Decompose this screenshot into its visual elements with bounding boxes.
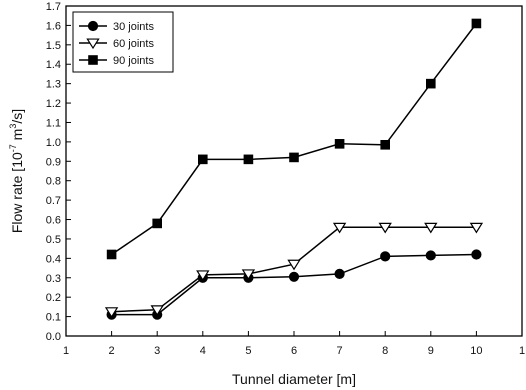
y-tick-label: 0.7 xyxy=(46,195,61,207)
y-tick-label: 1.1 xyxy=(46,117,61,129)
data-point-60-joints xyxy=(241,269,256,281)
y-tick-label: 1.0 xyxy=(46,137,61,149)
legend-label-90-joints: 90 joints xyxy=(113,55,154,67)
y-axis-title-part-3: /s] xyxy=(9,109,25,124)
data-point-60-joints xyxy=(378,222,392,234)
y-axis-title-exponent-1: -7 xyxy=(8,144,18,152)
x-tick-label: 8 xyxy=(382,345,388,357)
legend-marker-30-joints xyxy=(87,20,99,32)
data-point-90-joints xyxy=(152,218,162,229)
legend-marker-60-joints xyxy=(86,38,100,50)
data-point-30-joints xyxy=(334,268,345,279)
x-tick-label: 5 xyxy=(245,345,251,357)
x-tick-label: 3 xyxy=(154,345,160,357)
y-tick-label: 1.4 xyxy=(46,59,61,71)
y-tick-label: 0.9 xyxy=(46,156,61,168)
y-tick-label: 0.2 xyxy=(46,292,61,304)
y-axis-title-part-2: m xyxy=(9,129,25,145)
series-60-joints xyxy=(104,222,484,318)
y-axis-title-exponent-2: 3 xyxy=(8,124,18,129)
data-point-30-joints xyxy=(471,249,482,260)
data-point-60-joints xyxy=(332,222,347,234)
data-point-90-joints xyxy=(106,249,117,260)
y-tick-label: 0.5 xyxy=(46,234,61,246)
data-point-90-joints xyxy=(198,154,208,165)
x-tick-label: 2 xyxy=(109,345,115,357)
data-point-60-joints xyxy=(196,270,210,282)
y-tick-label: 1.6 xyxy=(46,20,61,32)
y-tick-label: 1.3 xyxy=(46,79,61,91)
data-point-30-joints xyxy=(425,250,436,261)
data-point-90-joints xyxy=(289,152,299,163)
legend: 30 joints 60 joints 90 joints xyxy=(72,11,174,73)
plot-frame xyxy=(65,5,523,337)
data-point-90-joints xyxy=(243,154,254,165)
y-tick-label: 0.1 xyxy=(46,312,61,324)
legend-marker-90-joints xyxy=(88,55,98,65)
y-tick-label: 1.7 xyxy=(46,1,61,13)
y-tick-label: 0.6 xyxy=(46,215,61,227)
data-point-90-joints xyxy=(334,139,345,149)
x-tick-label: 7 xyxy=(337,345,343,357)
x-tick-label: 1 xyxy=(519,345,525,357)
x-tick-label: 4 xyxy=(200,345,206,357)
y-tick-label: 1.2 xyxy=(46,98,61,110)
x-tick-label: 1 xyxy=(63,345,69,357)
y-tick-label: 1.5 xyxy=(46,40,61,52)
x-tick-label: 10 xyxy=(470,345,482,357)
x-tick-label: 6 xyxy=(291,345,297,357)
data-point-60-joints xyxy=(469,222,484,234)
legend-label-30-joints: 30 joints xyxy=(113,21,154,33)
x-tick-label: 9 xyxy=(428,345,434,357)
data-point-60-joints xyxy=(424,222,438,234)
data-point-30-joints xyxy=(288,271,300,282)
series-layer xyxy=(104,18,484,320)
series-90-joints xyxy=(106,18,482,260)
y-axis-title: Flow rate [10-7 m3/s] xyxy=(8,109,25,233)
y-tick-label: 0.8 xyxy=(46,176,61,188)
data-point-60-joints xyxy=(104,307,119,318)
data-point-90-joints xyxy=(426,78,436,89)
legend-label-60-joints: 60 joints xyxy=(113,38,154,50)
data-point-90-joints xyxy=(471,18,482,29)
ticks-layer: 0.0 0.1 0.2 0.3 0.4 0.5 0.6 0.7 0.8 0.9 1.0 1.1 1.2 1… xyxy=(46,1,525,357)
y-tick-label: 0.3 xyxy=(46,273,61,285)
y-tick-label: 0.4 xyxy=(46,253,61,265)
data-point-60-joints xyxy=(287,259,301,271)
y-tick-label: 0.0 xyxy=(46,331,61,343)
data-point-30-joints xyxy=(380,251,391,262)
y-axis-title-part-1: Flow rate [10 xyxy=(9,152,25,233)
data-point-90-joints xyxy=(380,139,390,150)
x-axis-title: Tunnel diameter [m] xyxy=(232,371,356,387)
data-point-60-joints xyxy=(150,305,164,316)
